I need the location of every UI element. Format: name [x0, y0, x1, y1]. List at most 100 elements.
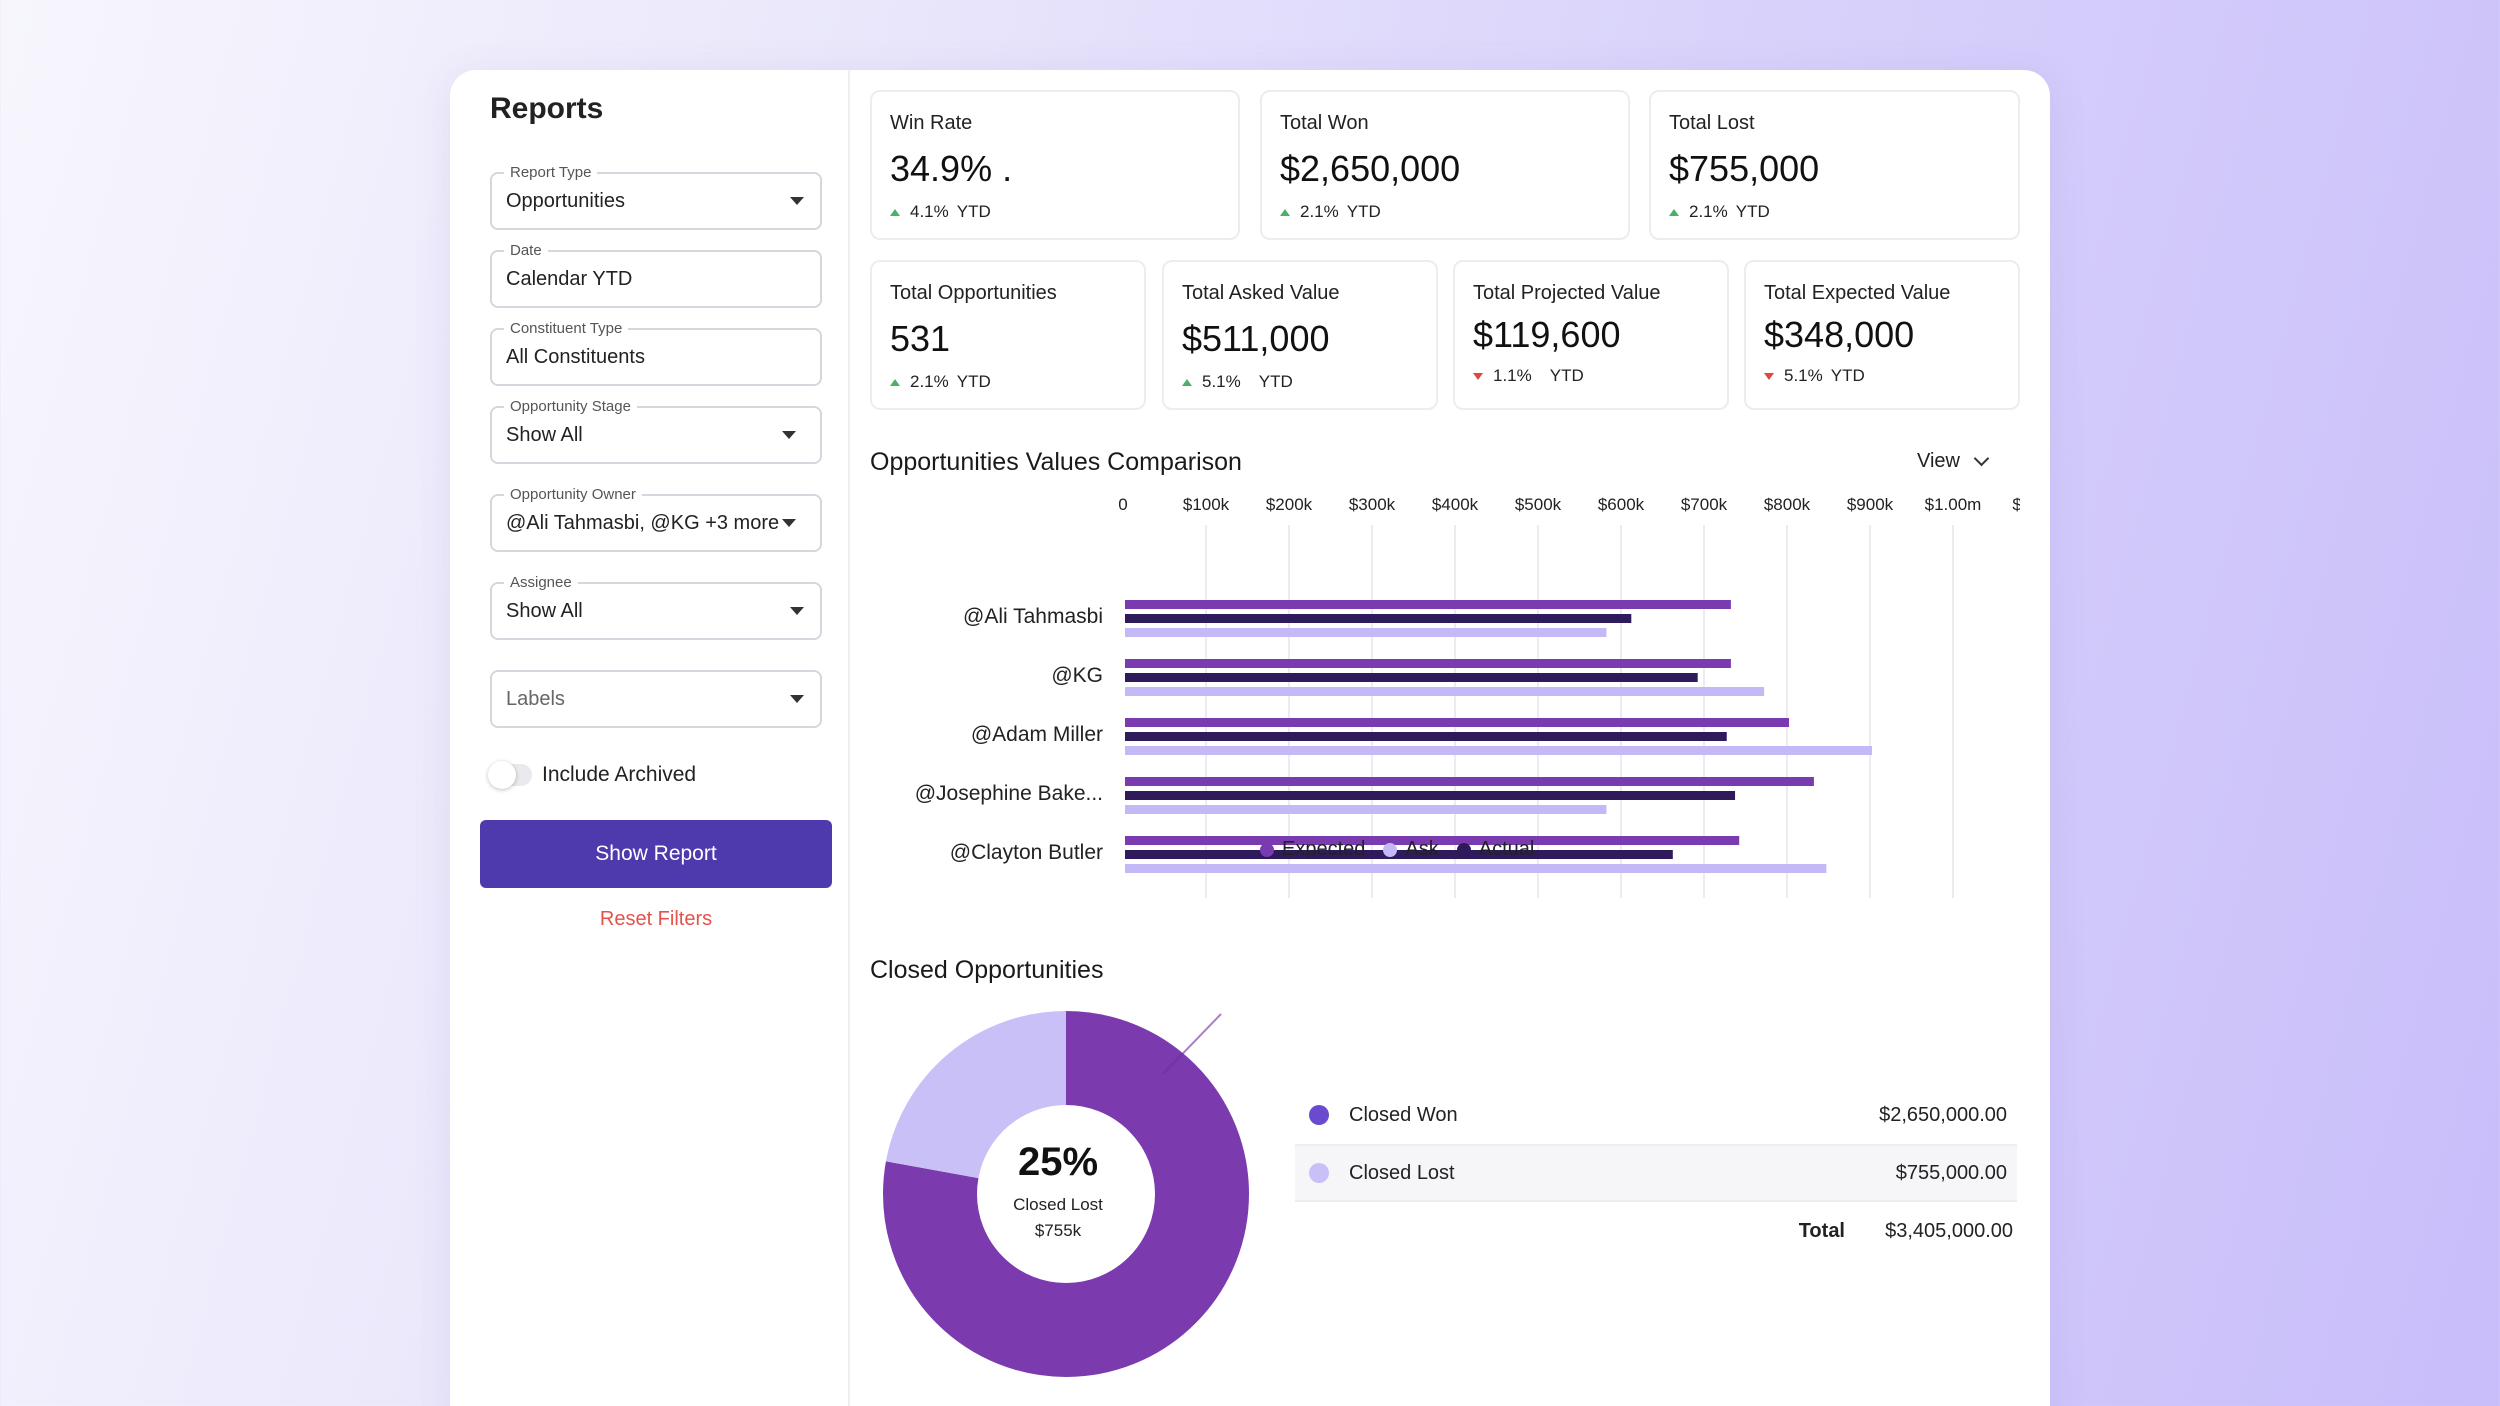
report-type-value: Opportunities	[506, 190, 625, 212]
closed-title: Closed Opportunities	[870, 956, 1104, 984]
kpi-card-total-projected: Total Projected Value $119,600 1.1% YTD	[1453, 260, 1729, 410]
trend-down-icon	[1764, 372, 1774, 380]
kpi-label: Total Projected Value	[1473, 282, 1661, 304]
x-tick-label: $600k	[1598, 495, 1645, 514]
x-tick-label: $700k	[1681, 495, 1728, 514]
bar-actual	[1125, 850, 1673, 859]
kpi-value: $348,000	[1764, 314, 1915, 355]
kpi-change-period: YTD	[1830, 366, 1865, 385]
kpi-value: $755,000	[1669, 148, 1820, 189]
include-archived-toggle[interactable]	[488, 761, 532, 789]
donut-center-amount: $755k	[1034, 1221, 1082, 1240]
legend-label: Expected	[1282, 838, 1366, 860]
kpi-label: Total Won	[1280, 112, 1369, 134]
date-label: Date	[504, 241, 548, 261]
constituent-type-label: Constituent Type	[504, 319, 629, 339]
closed-row-label: Closed Won	[1349, 1103, 1458, 1126]
category-label: @KG	[1051, 664, 1103, 687]
date-field[interactable]: Date Calendar YTD	[490, 241, 822, 308]
kpi-label: Win Rate	[890, 112, 973, 134]
bar-expected	[1125, 659, 1731, 668]
kpi-change: 2.1% YTD	[1280, 202, 1381, 222]
kpi-change-period: YTD	[956, 372, 991, 391]
view-dropdown[interactable]: View	[1917, 450, 1990, 473]
labels-select[interactable]: Labels	[490, 670, 822, 728]
trend-up-icon	[1280, 208, 1290, 216]
kpi-value: $119,600	[1473, 314, 1621, 355]
kpi-card-total-opportunities: Total Opportunities 531 2.1% YTD	[870, 260, 1146, 410]
kpi-change-value: 5.1%	[1202, 372, 1241, 391]
assignee-select[interactable]: Assignee Show All	[490, 573, 822, 640]
bar-ask	[1125, 746, 1872, 755]
kpi-card-total-expected: Total Expected Value $348,000 5.1% YTD	[1744, 260, 2020, 410]
kpi-change-value: 5.1%	[1784, 366, 1823, 385]
reset-filters-link[interactable]: Reset Filters	[599, 908, 713, 930]
legend-label: Ask	[1405, 838, 1439, 860]
kpi-label: Total Lost	[1669, 112, 1755, 134]
donut-slice-closed-won	[883, 1011, 1249, 1377]
opportunity-stage-select[interactable]: Opportunity Stage Show All	[490, 397, 822, 464]
assignee-label: Assignee	[504, 573, 578, 593]
opportunity-stage-value: Show All	[506, 424, 583, 446]
closed-summary-table: Closed Won $2,650,000.00 Closed Lost $75…	[1295, 1086, 2017, 1260]
x-tick-label: $1.00m	[1925, 495, 1982, 514]
kpi-change: 1.1% YTD	[1473, 366, 1584, 386]
kpi-change-period: YTD	[1549, 366, 1584, 385]
chevron-down-icon	[1973, 450, 1990, 467]
assignee-value: Show All	[506, 600, 583, 622]
kpi-change: 5.1% YTD	[1764, 366, 1865, 386]
closed-row-amount: $755,000.00	[1895, 1161, 2007, 1184]
show-report-button[interactable]: Show Report	[480, 820, 832, 888]
kpi-change: 2.1% YTD	[1669, 202, 1770, 222]
report-type-select[interactable]: Report Type Opportunities	[490, 163, 822, 230]
kpi-label: Total Asked Value	[1182, 282, 1340, 304]
legend-label: Actual	[1478, 838, 1535, 860]
kpi-change-period: YTD	[1735, 202, 1770, 221]
x-tick-label: $300k	[1349, 495, 1396, 514]
x-tick-label: $900k	[1847, 495, 1894, 514]
total-label: Total	[1798, 1220, 1845, 1242]
constituent-type-field[interactable]: Constituent Type All Constituents	[490, 319, 822, 386]
closed-won-dot	[1309, 1105, 1329, 1125]
chart-legend: Expected Ask Actual	[1260, 838, 1552, 861]
bar-ask	[1125, 628, 1607, 637]
legend-item-actual: Actual	[1456, 838, 1535, 861]
kpi-change: 4.1% YTD	[890, 202, 991, 222]
legend-dot	[1260, 842, 1274, 857]
filter-sidebar: Reports Report Type Opportunities Date C…	[450, 70, 850, 1406]
kpi-card-total-lost: Total Lost $755,000 2.1% YTD	[1649, 90, 2020, 240]
x-tick-label: $100k	[1183, 495, 1230, 514]
trend-up-icon	[890, 378, 900, 386]
trend-up-icon	[1182, 378, 1192, 386]
opportunities-bar-chart: 0 $100k $200k $300k $400k $500k $600k $700k $800…	[915, 495, 2020, 898]
legend-item-ask: Ask	[1383, 838, 1439, 861]
legend-dot	[1456, 842, 1471, 857]
bar-actual	[1125, 673, 1698, 682]
closed-row-won: Closed Won $2,650,000.00	[1295, 1086, 2017, 1144]
caret-down-icon	[782, 519, 796, 527]
donut-center-label: Closed Lost	[1013, 1195, 1103, 1214]
kpi-change-period: YTD	[956, 202, 991, 221]
closed-lost-dot	[1309, 1163, 1329, 1183]
kpi-change-value: 1.1%	[1493, 366, 1532, 385]
kpi-card-win-rate: Win Rate 34.9% . 4.1% YTD	[870, 90, 1240, 240]
include-archived-row: Include Archived	[488, 760, 696, 790]
legend-dot	[1383, 842, 1398, 857]
opportunity-owner-select[interactable]: Opportunity Owner @Ali Tahmasbi, @KG +3 …	[490, 485, 822, 552]
donut-slice-edge	[1162, 1013, 1222, 1075]
opportunity-owner-value: @Ali Tahmasbi, @KG +3 more	[506, 512, 780, 534]
kpi-change: 5.1% YTD	[1182, 372, 1293, 392]
kpi-label: Total Opportunities	[890, 282, 1057, 304]
kpi-card-total-won: Total Won $2,650,000 2.1% YTD	[1260, 90, 1630, 240]
caret-down-icon	[790, 607, 804, 615]
closed-total-row: Total $3,405,000.00	[1295, 1202, 2017, 1260]
closed-row-lost: Closed Lost $755,000.00	[1295, 1144, 2017, 1202]
x-tick-label: $400k	[1432, 495, 1479, 514]
labels-placeholder: Labels	[506, 688, 565, 710]
constituent-type-value: All Constituents	[506, 346, 645, 368]
page-title: Reports	[490, 92, 604, 125]
trend-up-icon	[1669, 208, 1679, 216]
kpi-change: 2.1% YTD	[890, 372, 991, 392]
x-tick-label: $200k	[1266, 495, 1313, 514]
comparison-title: Opportunities Values Comparison	[870, 448, 1242, 476]
